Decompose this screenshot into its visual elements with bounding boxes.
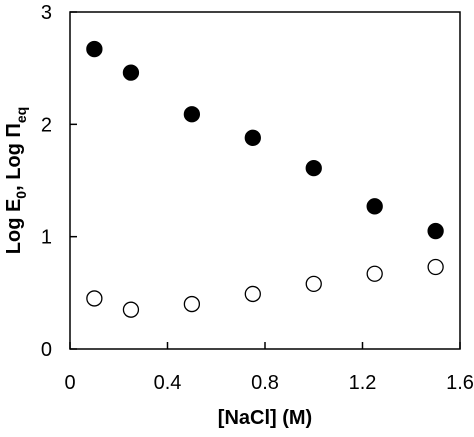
filled-data-point xyxy=(183,106,201,123)
y-axis-title: Log E0, Log Πeq xyxy=(3,107,29,254)
open-data-point xyxy=(305,275,322,292)
open-data-point xyxy=(366,265,383,282)
open-data-point xyxy=(86,290,103,307)
y-tick-label: 1 xyxy=(41,227,52,249)
filled-data-point xyxy=(122,64,140,81)
open-data-point xyxy=(244,285,261,303)
filled-data-point xyxy=(305,159,322,177)
y-tick-label: 3 xyxy=(41,2,52,24)
x-axis-title: [NaCl] (M) xyxy=(218,407,312,429)
open-data-point xyxy=(122,301,140,318)
y-tick-label: 0 xyxy=(41,339,52,361)
y-axis-title-subscript: eq xyxy=(13,107,29,123)
data-points xyxy=(86,40,444,318)
y-axis-title-text: Log E0, Log Πeq xyxy=(3,107,29,254)
plot-frame xyxy=(69,11,461,350)
filled-data-point xyxy=(86,40,103,58)
x-tick-label: 0 xyxy=(64,372,75,394)
y-axis-title-part: Log E xyxy=(3,199,25,255)
y-axis-title-part: , Log Π xyxy=(3,123,25,191)
x-tick-label: 1.6 xyxy=(446,372,474,394)
x-tick-label: 0.4 xyxy=(154,372,182,394)
filled-data-point xyxy=(244,129,261,146)
x-tick-label: 0.8 xyxy=(251,372,279,394)
open-data-point xyxy=(183,295,201,313)
filled-data-point xyxy=(366,198,383,215)
axis-tick-labels: 0 0.4 0.8 1.2 1.6 0 1 2 3 xyxy=(41,2,474,394)
x-tick-label: 1.2 xyxy=(349,372,377,394)
y-tick-label: 2 xyxy=(41,114,52,136)
y-axis-title-subscript: 0 xyxy=(13,191,29,199)
filled-data-point xyxy=(427,222,444,240)
open-data-point xyxy=(427,258,444,276)
axis-ticks xyxy=(69,11,461,350)
